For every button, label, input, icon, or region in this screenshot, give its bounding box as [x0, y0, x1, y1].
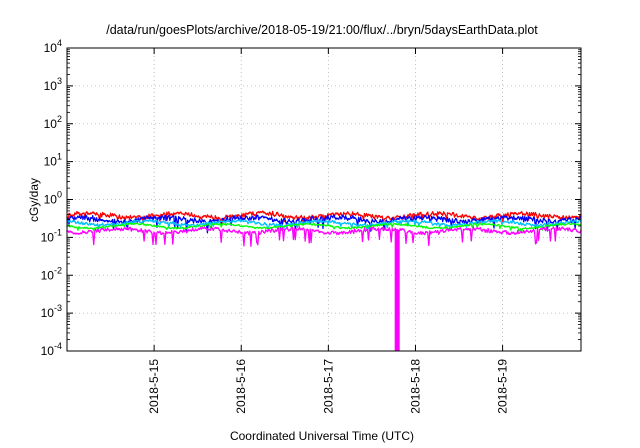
- y-tick-base: 10: [41, 306, 55, 320]
- y-tick-label: 10-3: [41, 303, 62, 320]
- y-tick-exponent: 3: [57, 76, 62, 86]
- y-tick-base: 10: [41, 344, 55, 358]
- y-tick-base: 10: [44, 79, 58, 93]
- y-tick-base: 10: [44, 193, 58, 207]
- y-tick-exponent: -4: [54, 341, 62, 351]
- y-tick-exponent: -1: [54, 227, 62, 237]
- x-axis-label: Coordinated Universal Time (UTC): [230, 429, 414, 443]
- y-tick-base: 10: [44, 41, 58, 55]
- x-tick-label: 2018-5-17: [321, 359, 335, 414]
- y-tick-base: 10: [41, 268, 55, 282]
- y-tick-label: 102: [44, 114, 62, 131]
- y-tick-base: 10: [44, 155, 58, 169]
- series-line: [66, 226, 582, 247]
- series-line: [66, 222, 582, 233]
- dropout-spike: [394, 230, 400, 351]
- series-line: [66, 210, 582, 226]
- y-tick-exponent: 2: [57, 114, 62, 124]
- y-tick-exponent: -3: [54, 303, 62, 313]
- y-tick-exponent: 0: [57, 190, 62, 200]
- x-axis: 2018-5-15 2018-5-16 2018-5-17 2018-5-18 2018…: [147, 48, 510, 414]
- x-tick-label: 2018-5-19: [496, 359, 510, 414]
- y-tick-exponent: 1: [57, 152, 62, 162]
- y-tick-exponent: -2: [54, 265, 62, 275]
- grid: [67, 48, 581, 351]
- x-tick-label: 2018-5-16: [234, 359, 248, 414]
- y-tick-label: 104: [44, 38, 62, 55]
- y-tick-label: 103: [44, 76, 62, 93]
- y-tick-label: 10-1: [41, 227, 62, 244]
- series-line: [66, 214, 582, 234]
- y-tick-label: 101: [44, 152, 62, 169]
- y-tick-label: 10-4: [41, 341, 62, 358]
- y-tick-base: 10: [41, 230, 55, 244]
- series-layer: [66, 210, 582, 351]
- x-tick-label: 2018-5-18: [408, 359, 422, 414]
- y-tick-label: 10-2: [41, 265, 62, 282]
- y-tick-exponent: 4: [57, 38, 62, 48]
- y-axis-label: cGy/day: [27, 178, 41, 222]
- y-tick-label: 100: [44, 190, 62, 207]
- x-tick-label: 2018-5-15: [147, 359, 161, 414]
- chart-title: /data/run/goesPlots/archive/2018-05-19/2…: [106, 23, 538, 37]
- y-tick-base: 10: [44, 117, 58, 131]
- series-line: [66, 218, 582, 231]
